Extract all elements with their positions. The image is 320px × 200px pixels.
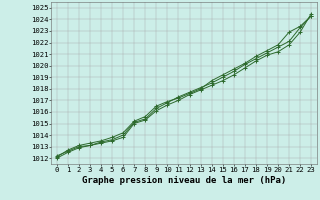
X-axis label: Graphe pression niveau de la mer (hPa): Graphe pression niveau de la mer (hPa)	[82, 176, 286, 185]
